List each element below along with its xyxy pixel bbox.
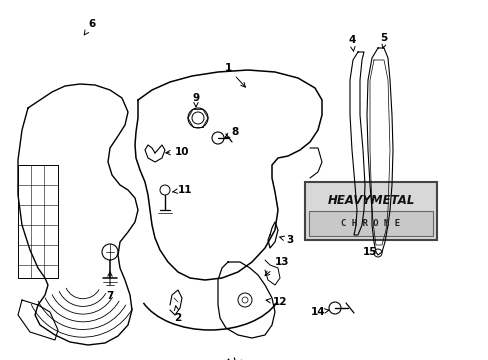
Text: 3: 3 [279,235,293,245]
Text: 5: 5 [380,33,387,43]
Text: 2: 2 [174,306,181,323]
Text: 14: 14 [310,307,328,317]
Text: HEAVYMETAL: HEAVYMETAL [326,194,414,207]
Text: C H R O M E: C H R O M E [341,219,400,228]
Text: 10: 10 [165,147,189,157]
Text: 9: 9 [192,93,199,107]
Text: 6: 6 [84,19,96,35]
Text: 11: 11 [172,185,192,195]
Text: 12: 12 [265,297,286,307]
Text: 4: 4 [347,35,355,51]
Bar [308,211,432,236]
Text: 13: 13 [264,257,289,276]
Text: 15: 15 [362,247,376,257]
Text: 8: 8 [224,127,238,138]
Text: 7: 7 [106,272,113,301]
Bar [305,182,436,240]
Text: 1: 1 [224,63,245,87]
